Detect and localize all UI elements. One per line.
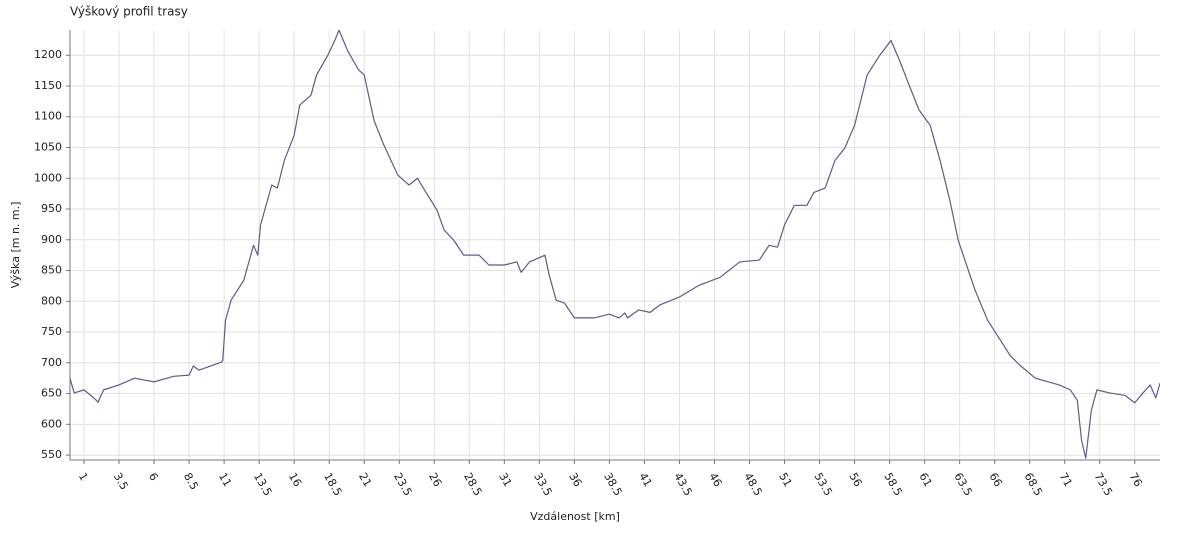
- y-tick-label: 750: [41, 325, 62, 338]
- x-tick-label: 33.5: [531, 471, 555, 499]
- y-tick-label: 650: [41, 387, 62, 400]
- x-tick-label: 41: [636, 471, 654, 490]
- y-tick-label: 1100: [34, 110, 62, 123]
- x-tick-label: 66: [986, 471, 1004, 490]
- y-tick-label: 700: [41, 356, 62, 369]
- y-tick-label: 600: [41, 417, 62, 430]
- x-tick-label: 48.5: [741, 471, 765, 499]
- x-tick-label: 56: [846, 471, 864, 490]
- y-tick-label: 1150: [34, 79, 62, 92]
- x-tick-label: 8.5: [181, 471, 201, 493]
- y-tick-label: 950: [41, 202, 62, 215]
- x-axis-label: Vzdálenost [km]: [530, 510, 620, 523]
- y-tick-label: 800: [41, 294, 62, 307]
- y-tick-label: 1000: [34, 171, 62, 184]
- x-tick-label: 71: [1057, 471, 1075, 490]
- x-tick-label: 51: [776, 471, 794, 490]
- grid: [70, 30, 1160, 460]
- x-tick-label: 53.5: [811, 471, 835, 499]
- x-tick-label: 63.5: [951, 471, 975, 499]
- plot: [70, 30, 1160, 459]
- x-tick-label: 61: [916, 471, 934, 490]
- x-tick-label: 13.5: [251, 471, 275, 499]
- x-tick-label: 31: [496, 471, 514, 490]
- x-tick-label: 16: [286, 471, 304, 490]
- x-tick-label: 36: [566, 471, 584, 490]
- x-tick-label: 28.5: [461, 471, 485, 499]
- x-tick-label: 26: [426, 471, 444, 490]
- x-tick-label: 58.5: [881, 471, 905, 499]
- x-tick-label: 46: [706, 471, 724, 490]
- y-axis-label: Výška [m n. m.]: [9, 202, 22, 289]
- x-tick-label: 23.5: [391, 471, 415, 499]
- y-tick-label: 1200: [34, 48, 62, 61]
- x-tick-label: 3.5: [111, 471, 131, 493]
- x-tick-label: 38.5: [601, 471, 625, 499]
- x-tick-label: 11: [216, 471, 234, 490]
- elevation-line: [70, 30, 1160, 459]
- x-tick-label: 68.5: [1022, 471, 1046, 499]
- x-tick-label: 18.5: [321, 470, 345, 498]
- y-tick-label: 1050: [34, 140, 62, 153]
- x-tick-label: 43.5: [671, 471, 695, 499]
- x-tick-label: 6: [146, 471, 161, 484]
- x-tick-label: 21: [356, 471, 374, 490]
- y-tick-label: 900: [41, 233, 62, 246]
- y-tick-label: 550: [41, 448, 62, 461]
- chart-title: Výškový profil trasy: [70, 5, 188, 19]
- x-tick-label: 73.5: [1092, 471, 1116, 499]
- x-tick-label: 1: [76, 471, 91, 484]
- y-tick-label: 850: [41, 264, 62, 277]
- x-tick-label: 76: [1127, 471, 1145, 490]
